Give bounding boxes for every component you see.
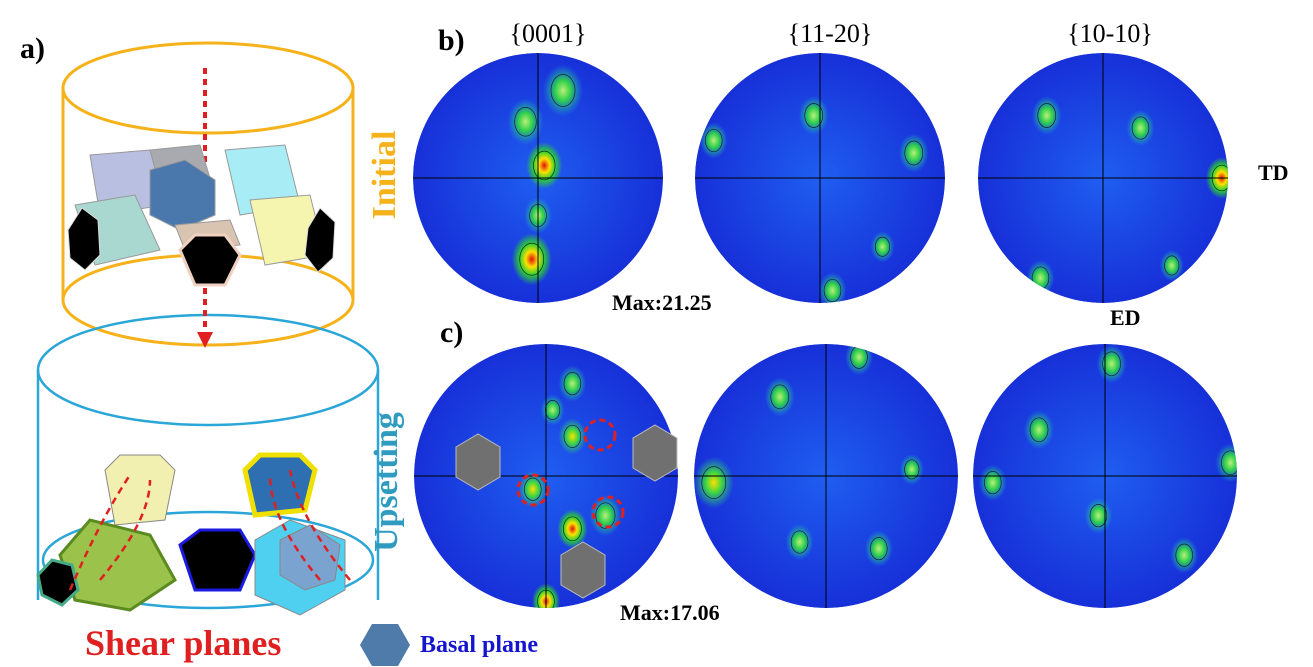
pole-figure	[978, 47, 1238, 303]
pole-figures	[413, 47, 1245, 619]
intensity-blob	[871, 231, 895, 262]
intensity-blob	[512, 233, 552, 285]
intensity-blob	[1024, 410, 1054, 449]
upset-crystals	[38, 455, 345, 615]
contour	[1188, 54, 1205, 76]
intensity-blob	[1084, 497, 1112, 533]
intensity-blob	[799, 96, 829, 135]
stage-label: Upsetting	[368, 412, 405, 552]
intensity-blob	[1170, 537, 1198, 573]
legend-basal: Basal plane	[420, 632, 538, 658]
legend-hexagon	[360, 624, 410, 666]
intensity-blob	[558, 418, 586, 454]
pole-figure	[694, 339, 958, 608]
plane-label: {0001}	[510, 19, 587, 48]
intensity-blob	[900, 454, 924, 485]
max-label: Max:17.06	[620, 600, 720, 625]
intensity-blob	[700, 122, 728, 158]
max-label: Max:21.25	[612, 290, 712, 315]
direction-label: TD	[1258, 160, 1289, 185]
stage-label: Initial	[366, 131, 403, 220]
intensity-blob	[1097, 344, 1127, 383]
figure: a) Initial Upsetting Shear planes Basal …	[0, 0, 1313, 667]
intensity-blob	[558, 365, 586, 401]
intensity-blob	[899, 134, 929, 173]
intensity-blob	[1183, 47, 1211, 83]
intensity-blob	[786, 524, 814, 560]
pole-figure	[973, 344, 1245, 608]
panel-label: a)	[20, 32, 45, 65]
intensity-blob	[979, 464, 1007, 500]
intensity-blob	[694, 457, 734, 509]
intensity-blob	[865, 530, 893, 566]
intensity-blob	[1160, 250, 1184, 281]
panel-label: c)	[440, 316, 463, 349]
intensity-blob	[543, 65, 583, 117]
legend-shear: Shear planes	[85, 623, 281, 663]
pole-figure	[413, 53, 663, 303]
pole-figure	[695, 53, 945, 309]
plane-label: {10-10}	[1067, 19, 1153, 48]
intensity-blob	[1027, 260, 1055, 296]
intensity-blob	[541, 394, 565, 425]
intensity-blob	[765, 377, 795, 416]
intensity-blob	[819, 272, 847, 308]
panel-label: b)	[438, 24, 465, 57]
direction-label: ED	[1110, 305, 1141, 330]
intensity-blob	[526, 142, 562, 189]
intensity-blob	[1032, 96, 1062, 135]
intensity-blob	[1127, 110, 1155, 146]
intensity-blob	[845, 339, 873, 375]
plane-label: {11-20}	[788, 19, 873, 48]
